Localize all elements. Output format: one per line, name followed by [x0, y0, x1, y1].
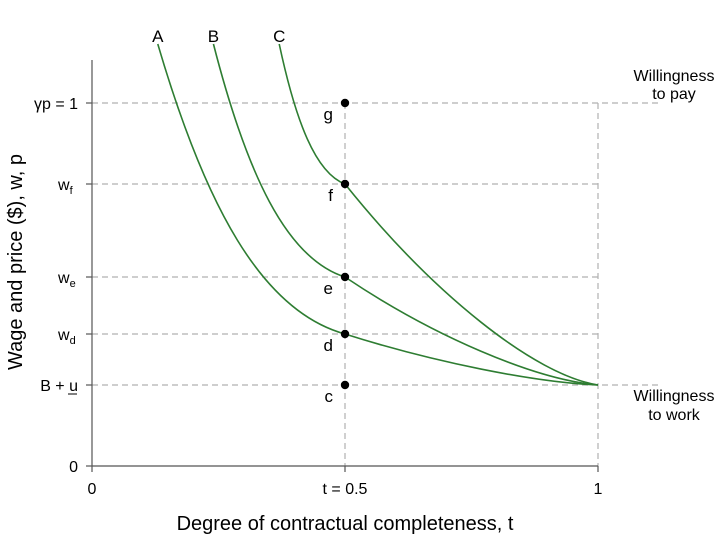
x-tick-label-2: 1 — [594, 481, 603, 498]
axes — [86, 60, 599, 472]
y-tick-label-1: B + u — [40, 378, 78, 395]
willingness-to-work-1: Willingness — [634, 388, 715, 405]
point-c — [340, 380, 350, 390]
labels: 0 B + u wd we wf γp = 1 0 t = 0.5 1 A B Cg f e d c Willi… — [5, 27, 714, 535]
y-tick-sub-4: f — [70, 185, 74, 197]
guide-lines — [92, 102, 660, 466]
x-tick-label-1: t = 0.5 — [323, 481, 368, 498]
y-tick-label-2: wd — [57, 327, 76, 347]
curve-label-C: C — [273, 27, 285, 46]
curve-A — [157, 43, 599, 386]
curve-label-B: B — [208, 27, 219, 46]
point-label-c: c — [325, 387, 334, 406]
points — [340, 98, 350, 390]
point-g — [340, 98, 350, 108]
point-label-f: f — [328, 186, 333, 205]
y-tick-sub-3: e — [70, 278, 76, 290]
y-axis-title: Wage and price ($), w, p — [5, 154, 27, 370]
willingness-to-pay-1: Willingness — [634, 68, 715, 85]
y-tick-label-4: wf — [57, 177, 74, 197]
willingness-to-work-2: to work — [648, 407, 701, 424]
y-tick-label-3: we — [57, 270, 76, 290]
curve-C — [278, 43, 599, 386]
x-axis-title: Degree of contractual completeness, t — [177, 513, 514, 535]
y-tick-label-0: 0 — [69, 459, 78, 476]
curve-label-A: A — [152, 27, 164, 46]
point-d — [340, 329, 350, 339]
willingness-to-pay-2: to pay — [652, 86, 696, 103]
x-tick-label-0: 0 — [88, 481, 97, 498]
point-label-d: d — [324, 336, 333, 355]
point-f — [340, 179, 350, 189]
y-tick-label-5: γp = 1 — [34, 96, 78, 113]
point-label-g: g — [324, 105, 333, 124]
y-tick-sub-2: d — [70, 335, 76, 347]
point-e — [340, 272, 350, 282]
point-label-e: e — [324, 279, 333, 298]
